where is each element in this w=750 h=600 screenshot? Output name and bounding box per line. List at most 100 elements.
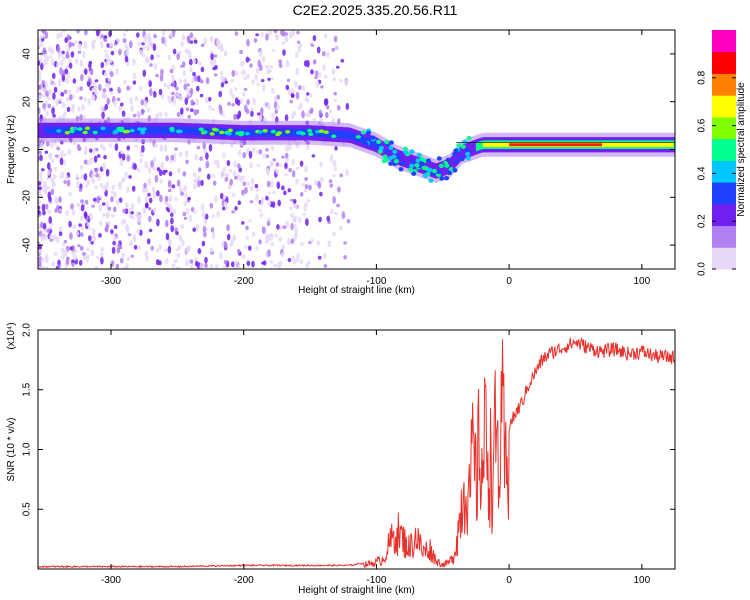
noise-blob — [250, 185, 254, 192]
x-tick-label: 100 — [633, 276, 650, 287]
noise-blob — [52, 113, 56, 118]
noise-blob — [183, 184, 188, 190]
y-tick-label: 2.0 — [22, 323, 33, 337]
noise-blob — [221, 112, 226, 118]
noise-blob — [144, 57, 149, 64]
noise-blob — [334, 211, 338, 216]
colorbar-tick-label: 0.6 — [697, 118, 708, 132]
noise-blob — [192, 227, 196, 232]
noise-blob — [163, 248, 168, 253]
noise-blob — [231, 261, 235, 268]
noise-blob — [94, 265, 99, 269]
noise-blob — [176, 111, 181, 118]
noise-blob — [289, 206, 293, 211]
ridge-blob — [466, 135, 472, 141]
noise-blob — [326, 50, 330, 58]
ridge-blob — [423, 166, 429, 171]
ridge-blob — [257, 130, 263, 134]
noise-blob — [57, 264, 62, 269]
noise-blob — [228, 168, 233, 173]
noise-blob — [204, 256, 208, 264]
noise-blob — [290, 198, 294, 202]
noise-blob — [282, 30, 286, 37]
noise-blob — [45, 61, 49, 65]
ridge-blob — [366, 130, 371, 136]
noise-blob — [167, 245, 172, 254]
noise-blob — [160, 162, 164, 170]
noise-blob — [312, 35, 317, 42]
noise-blob — [75, 86, 80, 93]
ridge-blob — [465, 151, 471, 157]
noise-blob — [45, 254, 49, 261]
noise-blob — [201, 240, 206, 247]
noise-blob — [76, 180, 80, 189]
noise-blob — [46, 186, 50, 190]
noise-blob — [301, 110, 305, 119]
noise-blob — [149, 88, 153, 97]
noise-blob — [327, 240, 332, 248]
ridge-blob — [141, 127, 147, 131]
noise-blob — [83, 41, 88, 50]
noise-blob — [137, 196, 141, 204]
ridge-blob — [129, 128, 135, 133]
noise-blob — [187, 196, 191, 201]
noise-blob — [319, 191, 323, 197]
noise-blob — [104, 49, 108, 53]
noise-blob — [150, 160, 154, 168]
noise-blob — [273, 30, 278, 34]
noise-blob — [137, 245, 141, 251]
noise-blob — [59, 174, 63, 179]
noise-blob — [43, 233, 48, 241]
noise-blob — [82, 255, 87, 260]
noise-blob — [322, 51, 326, 57]
noise-blob — [306, 59, 310, 68]
noise-blob — [323, 33, 328, 39]
noise-blob — [115, 68, 119, 75]
colorbar-segment — [712, 182, 736, 205]
noise-blob — [154, 174, 159, 183]
noise-blob — [96, 255, 100, 259]
noise-blob — [283, 190, 287, 196]
noise-blob — [62, 55, 66, 61]
noise-blob — [242, 181, 247, 186]
noise-blob — [38, 44, 41, 49]
noise-blob — [49, 141, 54, 149]
x-tick-label: -200 — [234, 575, 254, 586]
colorbar-tick-label: 0.0 — [697, 262, 708, 276]
noise-blob — [167, 95, 171, 101]
noise-blob — [325, 111, 329, 119]
ridge-blob — [262, 129, 268, 133]
ridge-blob — [355, 135, 361, 139]
x-tick-label: 0 — [506, 575, 512, 586]
noise-blob — [230, 78, 234, 83]
noise-blob — [118, 181, 122, 187]
noise-blob — [44, 81, 48, 88]
noise-blob — [100, 34, 104, 39]
ridge-core-peak — [509, 143, 602, 147]
noise-blob — [202, 225, 207, 233]
noise-blob — [207, 96, 212, 102]
noise-blob — [309, 93, 313, 98]
noise-blob — [171, 184, 176, 189]
y-tick-label: 1.0 — [22, 442, 33, 456]
noise-blob — [77, 106, 81, 112]
noise-blob — [100, 143, 104, 149]
noise-blob — [72, 78, 77, 84]
noise-blob — [103, 184, 107, 192]
noise-blob — [63, 89, 68, 95]
noise-blob — [178, 78, 183, 84]
noise-blob — [103, 35, 108, 39]
noise-blob — [110, 232, 114, 237]
noise-blob — [112, 240, 116, 246]
noise-blob — [103, 39, 108, 42]
noise-blob — [71, 42, 75, 47]
noise-blob — [147, 178, 152, 186]
colorbar-segment — [712, 30, 736, 53]
noise-blob — [146, 45, 150, 52]
noise-blob — [223, 201, 228, 207]
ridge-blob — [300, 131, 306, 136]
ridge-blob — [456, 143, 462, 148]
ridge-blob — [411, 171, 417, 176]
noise-blob — [222, 206, 226, 211]
